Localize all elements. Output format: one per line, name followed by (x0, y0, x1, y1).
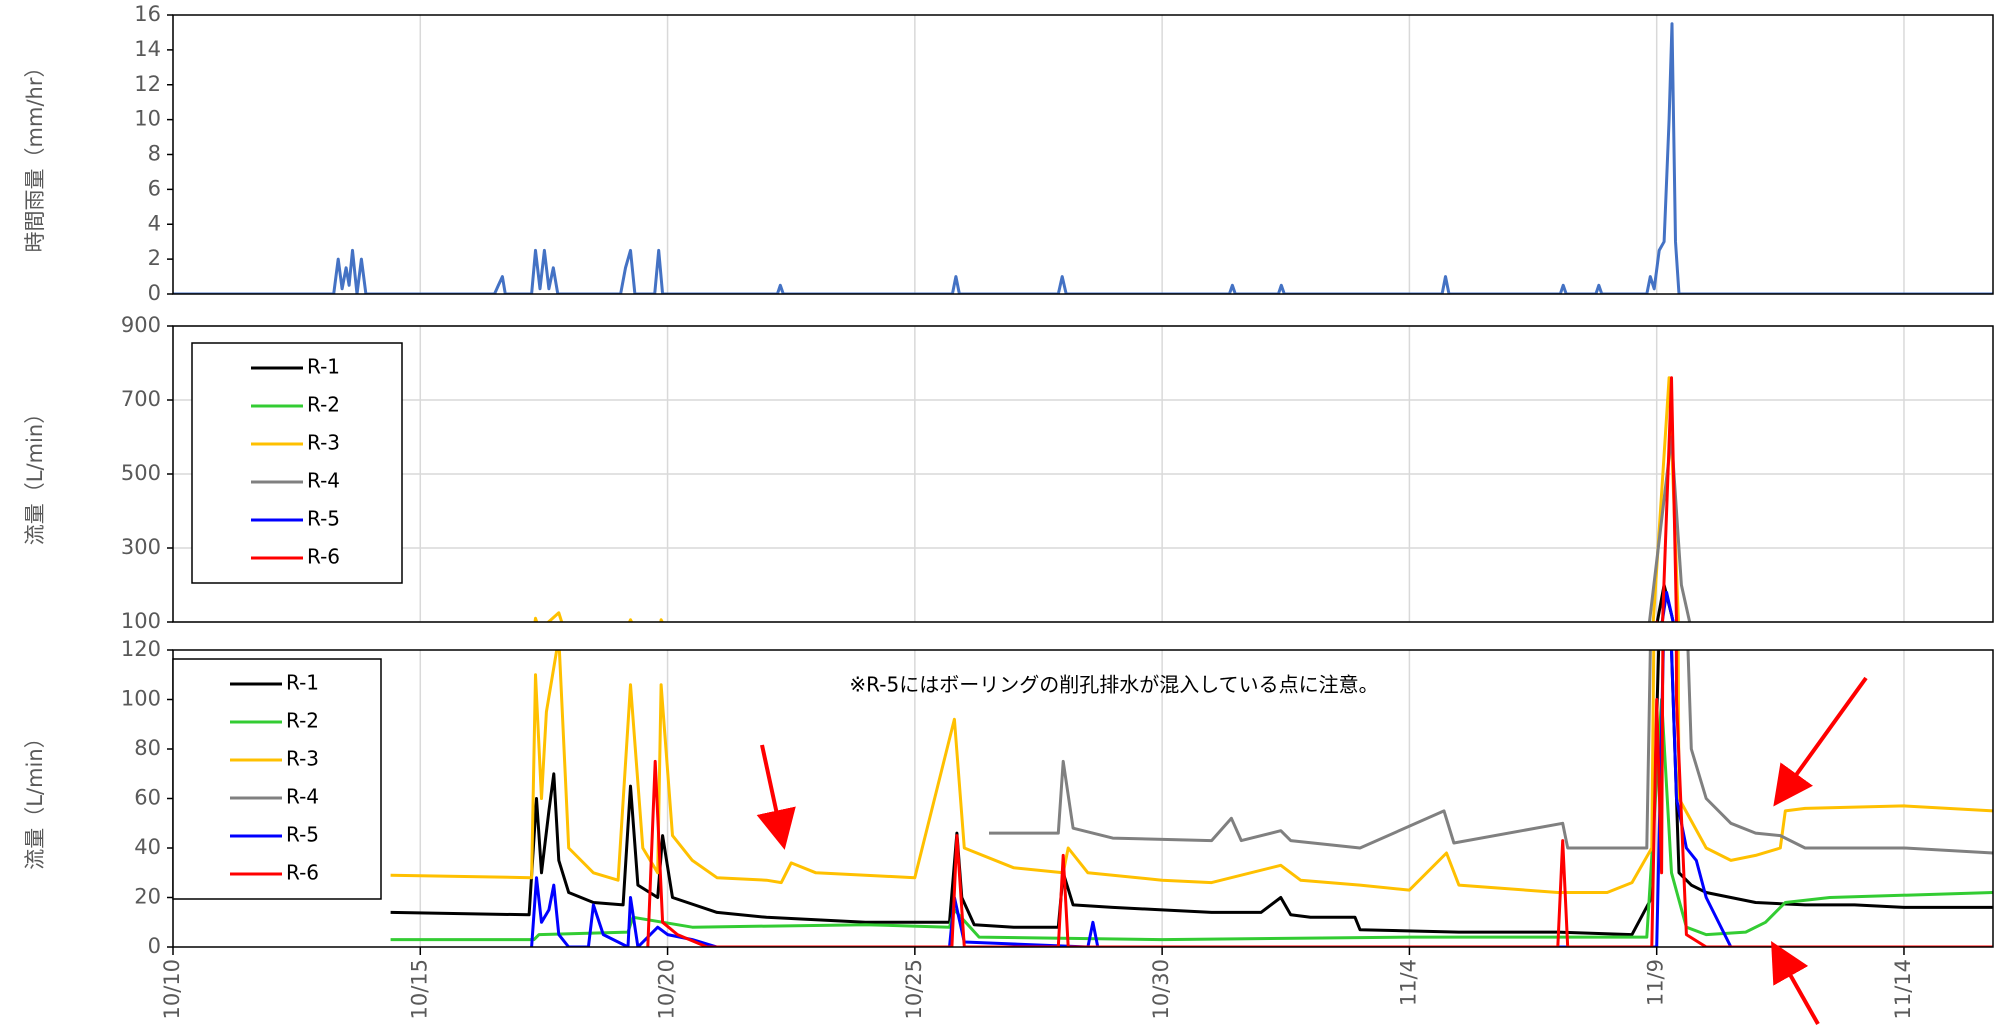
legend-label: R-6 (286, 861, 319, 885)
arrows (756, 676, 1868, 1025)
arrow (1773, 676, 1868, 807)
y-tick-label: 16 (134, 2, 161, 26)
x-tick-label: 10/15 (407, 959, 431, 1020)
x-tick-label: 10/30 (1149, 959, 1173, 1020)
y-tick-label: 2 (148, 246, 161, 270)
y-axis-label: 流量（L/min） (23, 403, 47, 545)
y-tick-label: 40 (134, 835, 161, 859)
y-tick-label: 4 (148, 211, 161, 235)
y-tick-label: 0 (148, 934, 161, 958)
series (390, 650, 1993, 947)
x-tick-label: 11/4 (1396, 959, 1420, 1006)
y-tick-label: 10 (134, 107, 161, 131)
legend-label: R-5 (286, 823, 319, 847)
legend-label: R-1 (286, 671, 319, 695)
legend-label: R-3 (286, 747, 319, 771)
legend-label: R-3 (307, 431, 340, 455)
legend-box (191, 342, 403, 584)
arrow (756, 744, 796, 850)
y-tick-label: 14 (134, 37, 161, 61)
legend-label: R-4 (286, 785, 319, 809)
x-tick-label: 10/20 (655, 959, 679, 1020)
legend-label: R-2 (307, 393, 340, 417)
y-tick-label: 20 (134, 885, 161, 909)
legend-label: R-2 (286, 709, 319, 733)
x-tick-label: 10/25 (902, 959, 926, 1020)
y-tick-label: 100 (121, 687, 161, 711)
legend-label: R-1 (307, 355, 340, 379)
x-tick-label: 11/14 (1891, 959, 1915, 1020)
legend-label: R-6 (307, 545, 340, 569)
series-line (390, 650, 1993, 894)
series (173, 22, 1993, 294)
y-tick-label: 900 (121, 313, 161, 337)
series (533, 376, 1692, 622)
series-line (989, 650, 1993, 855)
plot-frame (172, 14, 1994, 295)
y-tick-label: 500 (121, 461, 161, 485)
plot-frame (172, 325, 1994, 623)
series-line (646, 650, 1993, 947)
y-tick-label: 6 (148, 176, 161, 200)
arrow (1771, 941, 1820, 1025)
y-tick-label: 60 (134, 786, 161, 810)
legend-label: R-5 (307, 507, 340, 531)
y-tick-label: 12 (134, 72, 161, 96)
legend-box (172, 658, 382, 900)
plot-area (173, 15, 1993, 294)
y-tick-label: 8 (148, 142, 161, 166)
y-axis-label: 流量（L/min） (23, 727, 47, 869)
x-tick-label: 11/9 (1644, 959, 1668, 1006)
annotation: ※R-5にはボーリングの削孔排水が混入している点に注意。 (849, 673, 1378, 697)
y-tick-label: 100 (121, 609, 161, 633)
x-tick-label: 10/10 (160, 959, 184, 1020)
y-tick-label: 80 (134, 736, 161, 760)
y-tick-label: 300 (121, 535, 161, 559)
legend-label: R-4 (307, 469, 340, 493)
series-line (173, 22, 1993, 294)
y-tick-label: 700 (121, 387, 161, 411)
y-tick-label: 120 (121, 637, 161, 661)
y-axis-label: 時間雨量（mm/hr） (23, 57, 47, 253)
y-tick-label: 0 (148, 281, 161, 305)
series-line (1655, 376, 1679, 622)
